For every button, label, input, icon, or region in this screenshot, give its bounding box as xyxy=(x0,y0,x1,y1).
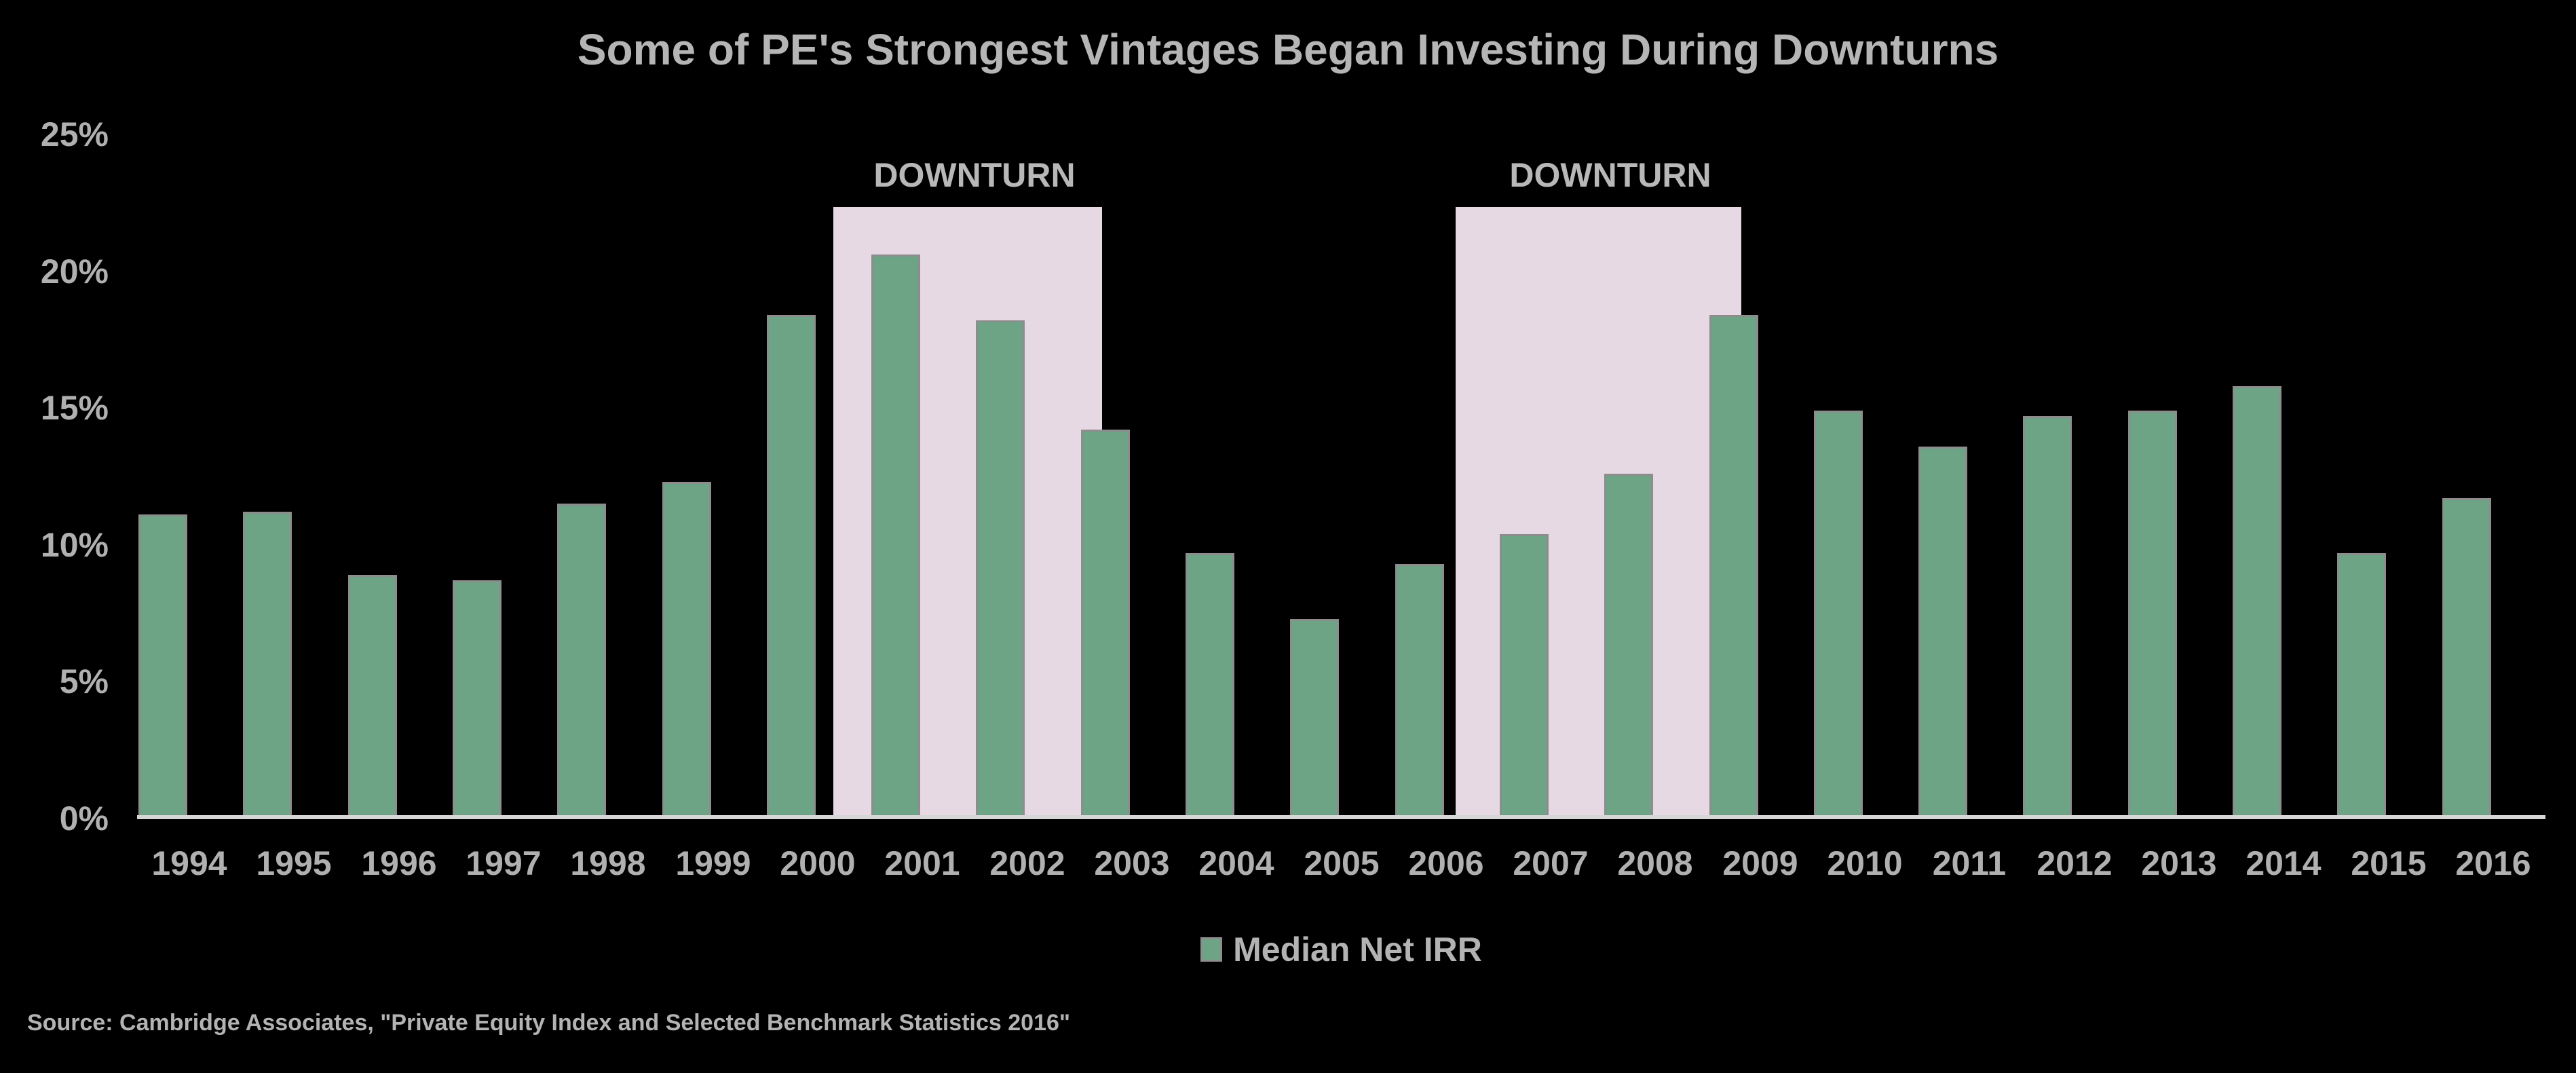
x-tick-label-1996: 1996 xyxy=(361,844,437,882)
y-tick-label-25: 25% xyxy=(40,115,109,153)
y-tick-label-5: 5% xyxy=(59,662,109,700)
x-tick-label-1999: 1999 xyxy=(675,844,751,882)
x-tick-label-2004: 2004 xyxy=(1198,844,1274,882)
bar-2013 xyxy=(2128,411,2177,818)
bar-2011 xyxy=(1918,447,1967,818)
x-tick-label-2000: 2000 xyxy=(780,844,856,882)
downturn-label-2: DOWNTURN xyxy=(1509,156,1711,194)
bar-2012 xyxy=(2023,416,2072,818)
bar-2007 xyxy=(1500,534,1549,818)
legend-swatch-icon xyxy=(1200,937,1223,962)
bar-1995 xyxy=(243,512,292,818)
x-tick-label-2015: 2015 xyxy=(2351,844,2427,882)
y-tick-label-20: 20% xyxy=(40,252,109,290)
bar-2008 xyxy=(1604,474,1653,818)
chart-title: Some of PE's Strongest Vintages Began In… xyxy=(577,25,1999,74)
bar-1999 xyxy=(662,482,711,818)
legend-label: Median Net IRR xyxy=(1233,930,1482,968)
legend: Median Net IRR xyxy=(137,930,2545,969)
source-note: Source: Cambridge Associates, "Private E… xyxy=(27,1010,1071,1036)
bar-2002 xyxy=(976,320,1025,818)
bar-2005 xyxy=(1290,619,1339,818)
bar-1996 xyxy=(348,575,397,818)
bar-2009 xyxy=(1709,315,1758,818)
x-tick-label-2001: 2001 xyxy=(884,844,960,882)
x-tick-label-2016: 2016 xyxy=(2455,844,2531,882)
bar-2004 xyxy=(1186,553,1234,818)
bar-2003 xyxy=(1081,430,1130,818)
x-tick-label-2009: 2009 xyxy=(1722,844,1798,882)
bar-2014 xyxy=(2233,386,2281,818)
plot-area: DOWNTURN DOWNTURN xyxy=(137,134,2545,818)
bar-2000 xyxy=(767,315,816,818)
x-tick-label-2010: 2010 xyxy=(1827,844,1903,882)
x-tick-label-2003: 2003 xyxy=(1094,844,1170,882)
x-axis-line xyxy=(137,815,2545,819)
bar-2001 xyxy=(871,255,920,818)
bar-1994 xyxy=(138,514,187,818)
bar-1997 xyxy=(453,580,501,818)
x-tick-label-2007: 2007 xyxy=(1513,844,1589,882)
bar-2010 xyxy=(1814,411,1863,818)
x-tick-label-1998: 1998 xyxy=(570,844,646,882)
x-tick-label-2008: 2008 xyxy=(1617,844,1693,882)
x-tick-label-2005: 2005 xyxy=(1304,844,1380,882)
x-tick-label-2011: 2011 xyxy=(1932,844,2007,882)
x-tick-label-2014: 2014 xyxy=(2246,844,2322,882)
bar-2015 xyxy=(2337,553,2386,818)
bar-2006 xyxy=(1395,564,1444,818)
x-tick-label-2002: 2002 xyxy=(989,844,1065,882)
bar-1998 xyxy=(557,504,606,818)
x-tick-label-1995: 1995 xyxy=(256,844,332,882)
x-tick-label-2013: 2013 xyxy=(2141,844,2217,882)
x-tick-label-1994: 1994 xyxy=(151,844,227,882)
downturn-region-2 xyxy=(1456,207,1741,818)
bar-2016 xyxy=(2442,498,2491,818)
y-tick-label-10: 10% xyxy=(40,526,109,564)
x-tick-label-2006: 2006 xyxy=(1408,844,1484,882)
y-tick-label-0: 0% xyxy=(59,799,109,837)
y-tick-label-15: 15% xyxy=(40,389,109,427)
downturn-label-1: DOWNTURN xyxy=(873,156,1076,194)
x-tick-label-2012: 2012 xyxy=(2037,844,2113,882)
x-tick-label-1997: 1997 xyxy=(466,844,542,882)
